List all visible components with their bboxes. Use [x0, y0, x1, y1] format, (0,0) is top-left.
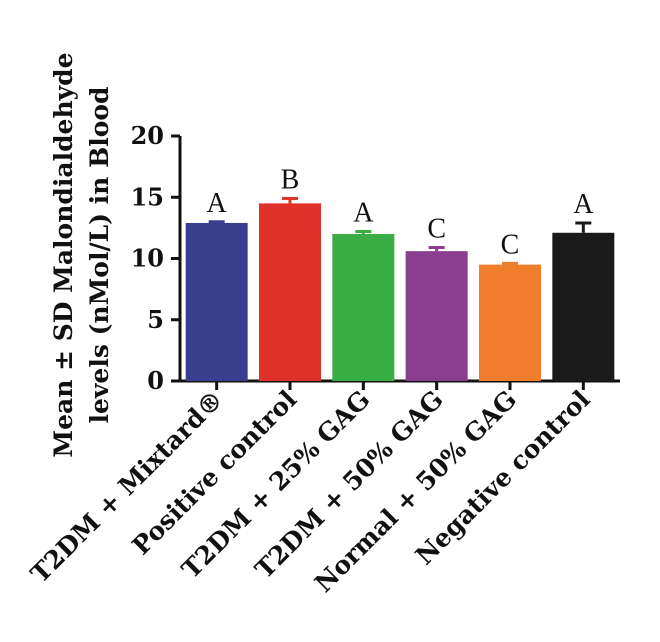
- bar: [185, 222, 248, 381]
- significance-letter: A: [573, 189, 594, 220]
- y-axis-label-line-2: levels (nMol/L) in Blood: [85, 86, 114, 423]
- bar: [479, 264, 541, 381]
- significance-letter: C: [501, 229, 520, 260]
- significance-letter: C: [427, 213, 446, 244]
- bar: [332, 234, 395, 381]
- y-axis-label: Mean ± SD Malondialdehyde levels (nMol/L…: [49, 52, 114, 457]
- y-tick-label: 10: [131, 244, 164, 273]
- significance-letter: A: [353, 198, 374, 229]
- bar: [552, 232, 615, 381]
- significance-letter: A: [207, 188, 228, 219]
- bar: [259, 203, 321, 381]
- significance-letter: B: [281, 164, 300, 195]
- y-tick-label: 5: [147, 305, 164, 334]
- y-tick-label: 0: [147, 366, 164, 395]
- bar: [405, 251, 468, 381]
- y-axis-label-line-1: Mean ± SD Malondialdehyde: [49, 52, 78, 457]
- y-tick-label: 15: [131, 182, 164, 211]
- y-ticks: 0 5 10 15 20: [131, 121, 180, 395]
- y-tick-label: 20: [131, 121, 164, 150]
- bars: A B A C C A: [185, 164, 615, 381]
